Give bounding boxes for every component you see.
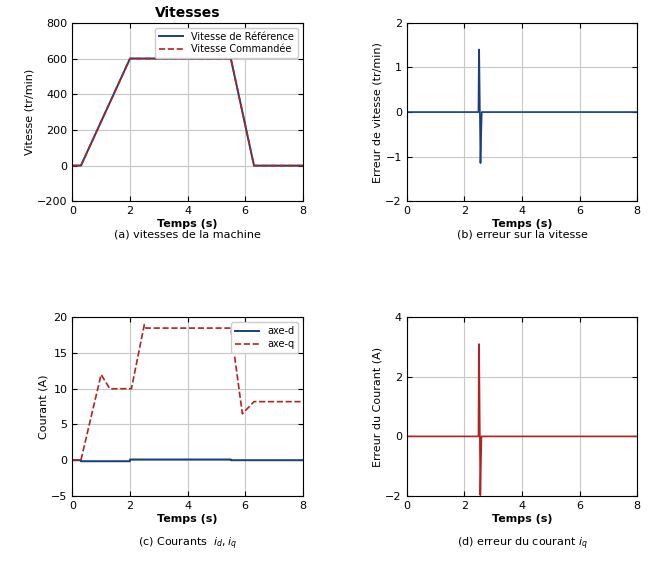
axe-d (78, 458, 86, 465)
axe-d (68, 457, 76, 463)
axe-d (286, 457, 294, 463)
axe-d (299, 457, 307, 463)
axe-d (181, 456, 189, 463)
Vitesse Commandée (126, 55, 134, 62)
Vitesse Commandée (181, 55, 189, 62)
Legend: Vitesse de Référence, Vitesse Commandée: Vitesse de Référence, Vitesse Commandée (155, 28, 298, 58)
Vitesse de Référence (114, 82, 122, 89)
axe-d (126, 456, 134, 463)
Line: axe-d: axe-d (72, 459, 303, 461)
axe-q (286, 398, 294, 405)
Line: Vitesse Commandée: Vitesse Commandée (72, 59, 303, 166)
axe-d (82, 458, 90, 465)
X-axis label: Temps (s): Temps (s) (157, 514, 218, 523)
X-axis label: Temps (s): Temps (s) (491, 219, 553, 229)
Y-axis label: Courant (A): Courant (A) (38, 374, 48, 439)
X-axis label: Temps (s): Temps (s) (157, 219, 218, 229)
Vitesse Commandée (70, 162, 78, 169)
Text: (d) erreur du courant $i_q$: (d) erreur du courant $i_q$ (457, 536, 587, 552)
Vitesse Commandée (82, 151, 90, 158)
Vitesse de Référence (70, 162, 78, 169)
Vitesse de Référence (286, 162, 294, 169)
Y-axis label: Erreur de vitesse (tr/min): Erreur de vitesse (tr/min) (373, 42, 382, 182)
Line: axe-q: axe-q (72, 324, 303, 460)
Text: (a) vitesses de la machine: (a) vitesses de la machine (114, 230, 261, 240)
Line: Vitesse de Référence: Vitesse de Référence (72, 59, 303, 166)
Vitesse Commandée (114, 82, 122, 89)
axe-q (78, 453, 86, 460)
Y-axis label: Erreur du Courant (A): Erreur du Courant (A) (373, 347, 382, 467)
Vitesse de Référence (68, 162, 76, 169)
Vitesse de Référence (126, 55, 134, 62)
axe-q (82, 435, 90, 442)
axe-d (114, 458, 122, 465)
axe-q (299, 398, 307, 405)
Legend: axe-d, axe-q: axe-d, axe-q (231, 322, 298, 353)
Vitesse Commandée (78, 160, 86, 167)
axe-q (181, 325, 189, 332)
Vitesse de Référence (82, 151, 90, 158)
Vitesse de Référence (299, 162, 307, 169)
Vitesse Commandée (68, 162, 76, 169)
axe-q (68, 457, 76, 463)
Text: (b) erreur sur la vitesse: (b) erreur sur la vitesse (457, 230, 587, 240)
axe-q (141, 321, 148, 328)
axe-q (114, 385, 122, 392)
Vitesse de Référence (78, 160, 86, 167)
Text: (c) Courants  $i_d, i_q$: (c) Courants $i_d, i_q$ (138, 536, 237, 552)
Vitesse Commandée (299, 162, 307, 169)
Title: Vitesses: Vitesses (155, 6, 220, 21)
axe-q (70, 457, 78, 463)
X-axis label: Temps (s): Temps (s) (491, 514, 553, 523)
axe-d (70, 457, 78, 463)
axe-d (77, 458, 85, 465)
Y-axis label: Vitesse (tr/min): Vitesse (tr/min) (24, 69, 34, 155)
Vitesse Commandée (286, 162, 294, 169)
Vitesse de Référence (181, 55, 189, 62)
